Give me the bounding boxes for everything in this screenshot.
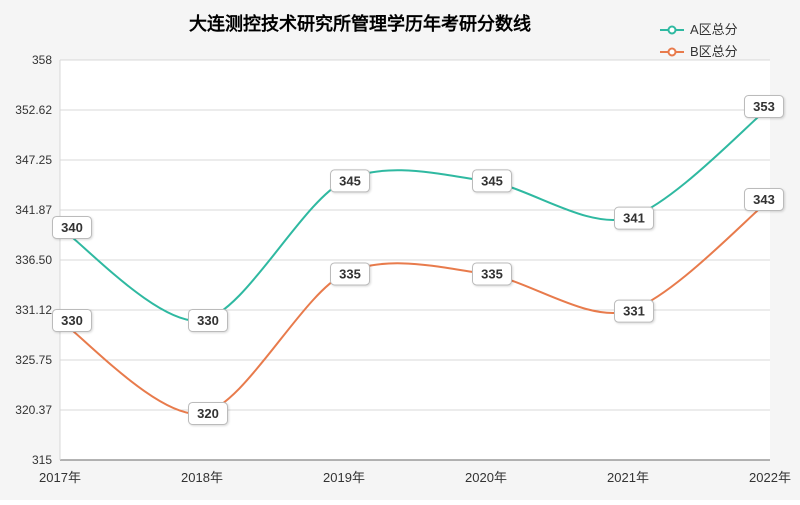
chart-container: 315 320.37 325.75 331.12 336.50 341.87 347.25 3… [0, 0, 800, 500]
legend-label: B区总分 [690, 44, 738, 59]
y-tick-label: 315 [32, 453, 52, 467]
y-tick-label: 331.12 [15, 303, 52, 317]
y-tick-label: 352.62 [15, 103, 52, 117]
data-label: 345 [481, 173, 503, 188]
x-tick-label: 2019年 [323, 470, 365, 485]
data-label: 340 [61, 220, 83, 235]
data-label: 330 [61, 313, 83, 328]
y-tick-label: 336.50 [15, 253, 52, 267]
chart-title: 大连测控技术研究所管理学历年考研分数线 [189, 13, 531, 34]
x-tick-label: 2017年 [39, 470, 81, 485]
data-label: 353 [753, 99, 775, 114]
data-label: 341 [623, 211, 645, 226]
data-label: 335 [339, 266, 361, 281]
y-tick-label: 325.75 [15, 353, 52, 367]
x-tick-label: 2018年 [181, 470, 223, 485]
y-tick-label: 320.37 [15, 403, 52, 417]
legend-label: A区总分 [690, 22, 738, 37]
x-tick-label: 2022年 [749, 470, 791, 485]
legend-marker [669, 27, 676, 34]
legend: A区总分 B区总分 [660, 22, 738, 59]
x-tick-label: 2021年 [607, 470, 649, 485]
data-label: 320 [197, 406, 219, 421]
data-label: 343 [753, 192, 775, 207]
data-label: 335 [481, 266, 503, 281]
data-label: 331 [623, 304, 645, 319]
y-tick-label: 341.87 [15, 203, 52, 217]
chart-svg: 315 320.37 325.75 331.12 336.50 341.87 347.25 3… [0, 0, 800, 500]
data-label: 330 [197, 313, 219, 328]
y-tick-label: 358 [32, 53, 52, 67]
x-tick-label: 2020年 [465, 470, 507, 485]
y-tick-label: 347.25 [15, 153, 52, 167]
data-label: 345 [339, 173, 361, 188]
legend-marker [669, 49, 676, 56]
